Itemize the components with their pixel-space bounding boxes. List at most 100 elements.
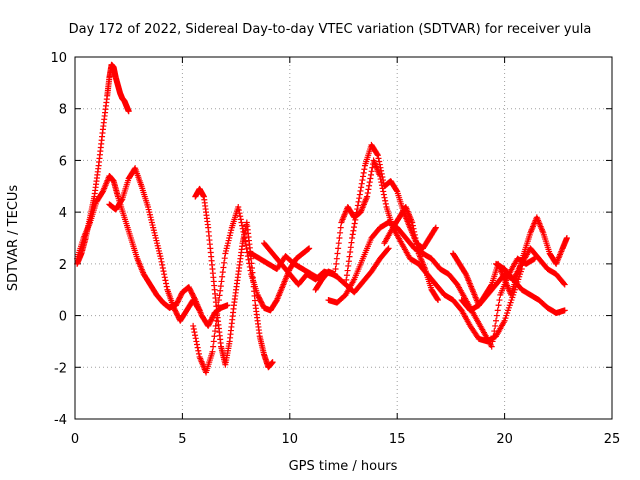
data-point-marker <box>335 240 342 247</box>
data-point-marker <box>349 235 356 241</box>
data-point-marker <box>350 227 357 234</box>
data-point-marker <box>351 224 358 231</box>
data-point-marker <box>237 213 244 220</box>
data-point-marker <box>235 207 242 214</box>
y-tick-label: 6 <box>59 154 67 169</box>
data-point-marker <box>216 292 223 299</box>
data-point-marker <box>342 281 349 288</box>
data-point-marker <box>356 195 363 202</box>
x-tick-label: 20 <box>496 432 513 447</box>
data-point-marker <box>159 261 166 268</box>
data-point-marker <box>355 198 362 205</box>
data-point-marker <box>215 302 222 309</box>
data-point-marker <box>346 253 353 260</box>
data-point-marker <box>306 245 313 252</box>
data-point-marker <box>238 219 245 226</box>
data-point-marker <box>213 317 220 324</box>
data-point-marker <box>352 216 359 223</box>
data-point-marker <box>160 268 167 275</box>
data-point-marker <box>367 171 374 178</box>
series-arc-14 <box>493 260 568 316</box>
data-point-marker <box>163 283 170 290</box>
data-point-marker <box>235 203 242 210</box>
data-point-marker <box>196 307 203 314</box>
data-point-marker <box>375 155 382 162</box>
data-point-marker <box>195 306 202 313</box>
data-point-marker <box>219 273 226 280</box>
x-tick-label: 5 <box>178 432 186 447</box>
data-point-marker <box>434 296 441 303</box>
data-point-marker <box>495 302 502 309</box>
y-tick-label: -2 <box>54 361 67 376</box>
chart-title: Day 172 of 2022, Sidereal Day-to-day VTE… <box>69 22 592 37</box>
data-point-marker <box>382 200 389 207</box>
data-point-marker <box>378 170 385 177</box>
data-point-marker <box>210 343 217 350</box>
data-point-marker <box>211 333 218 340</box>
data-point-marker <box>366 179 373 186</box>
data-point-marker <box>212 322 219 329</box>
data-point-marker <box>194 341 201 348</box>
data-point-marker <box>378 167 385 174</box>
series-arc-9 <box>342 141 439 288</box>
data-point-marker <box>213 312 220 319</box>
data-point-marker <box>367 175 374 182</box>
data-point-marker <box>193 338 200 345</box>
data-point-marker <box>374 151 381 158</box>
data-point-marker <box>192 332 199 339</box>
data-point-marker <box>345 258 352 265</box>
x-axis-label: GPS time / hours <box>289 459 398 474</box>
data-point-marker <box>354 202 361 209</box>
data-point-marker <box>125 108 132 115</box>
data-point-marker <box>118 197 125 204</box>
data-point-marker <box>365 186 372 193</box>
data-point-marker <box>239 225 246 232</box>
data-point-marker <box>242 238 249 245</box>
data-point-marker <box>337 229 344 236</box>
x-tick-label: 25 <box>604 432 621 447</box>
data-point-marker <box>384 246 391 253</box>
data-point-marker <box>364 190 371 197</box>
data-point-marker <box>337 224 344 231</box>
data-point-marker <box>215 297 222 304</box>
data-point-marker <box>380 188 387 195</box>
data-point-marker <box>335 245 342 252</box>
data-point-marker <box>224 302 231 309</box>
data-point-marker <box>432 224 439 231</box>
data-point-marker <box>243 245 250 252</box>
data-point-marker <box>161 274 168 281</box>
data-point-marker <box>214 307 221 314</box>
data-point-marker <box>333 255 340 262</box>
data-point-marker <box>195 347 202 354</box>
data-point-marker <box>158 258 165 265</box>
x-tick-label: 0 <box>71 432 79 447</box>
data-point-marker <box>162 277 169 284</box>
data-point-marker <box>351 220 358 227</box>
data-point-marker <box>381 194 388 201</box>
data-point-marker <box>343 276 350 283</box>
series-arc-3 <box>106 165 203 324</box>
data-point-marker <box>209 348 216 355</box>
data-point-marker <box>345 262 352 269</box>
data-point-marker <box>366 182 373 189</box>
data-point-marker <box>377 164 384 171</box>
data-point-marker <box>240 228 247 235</box>
data-point-marker <box>241 235 248 241</box>
data-point-marker <box>493 317 500 324</box>
data-point-marker <box>219 269 226 276</box>
data-point-marker <box>218 278 225 285</box>
data-point-marker <box>379 173 386 180</box>
data-point-marker <box>358 184 365 191</box>
data-point-marker <box>561 307 568 314</box>
data-point-marker <box>360 169 367 176</box>
data-point-marker <box>493 312 500 319</box>
data-point-marker <box>385 245 392 252</box>
data-point-marker <box>212 328 219 335</box>
data-point-marker <box>374 152 381 159</box>
data-points <box>74 61 570 376</box>
data-point-marker <box>220 264 227 271</box>
data-point-marker <box>358 180 365 187</box>
y-tick-label: 0 <box>59 310 67 325</box>
data-point-marker <box>347 248 354 255</box>
